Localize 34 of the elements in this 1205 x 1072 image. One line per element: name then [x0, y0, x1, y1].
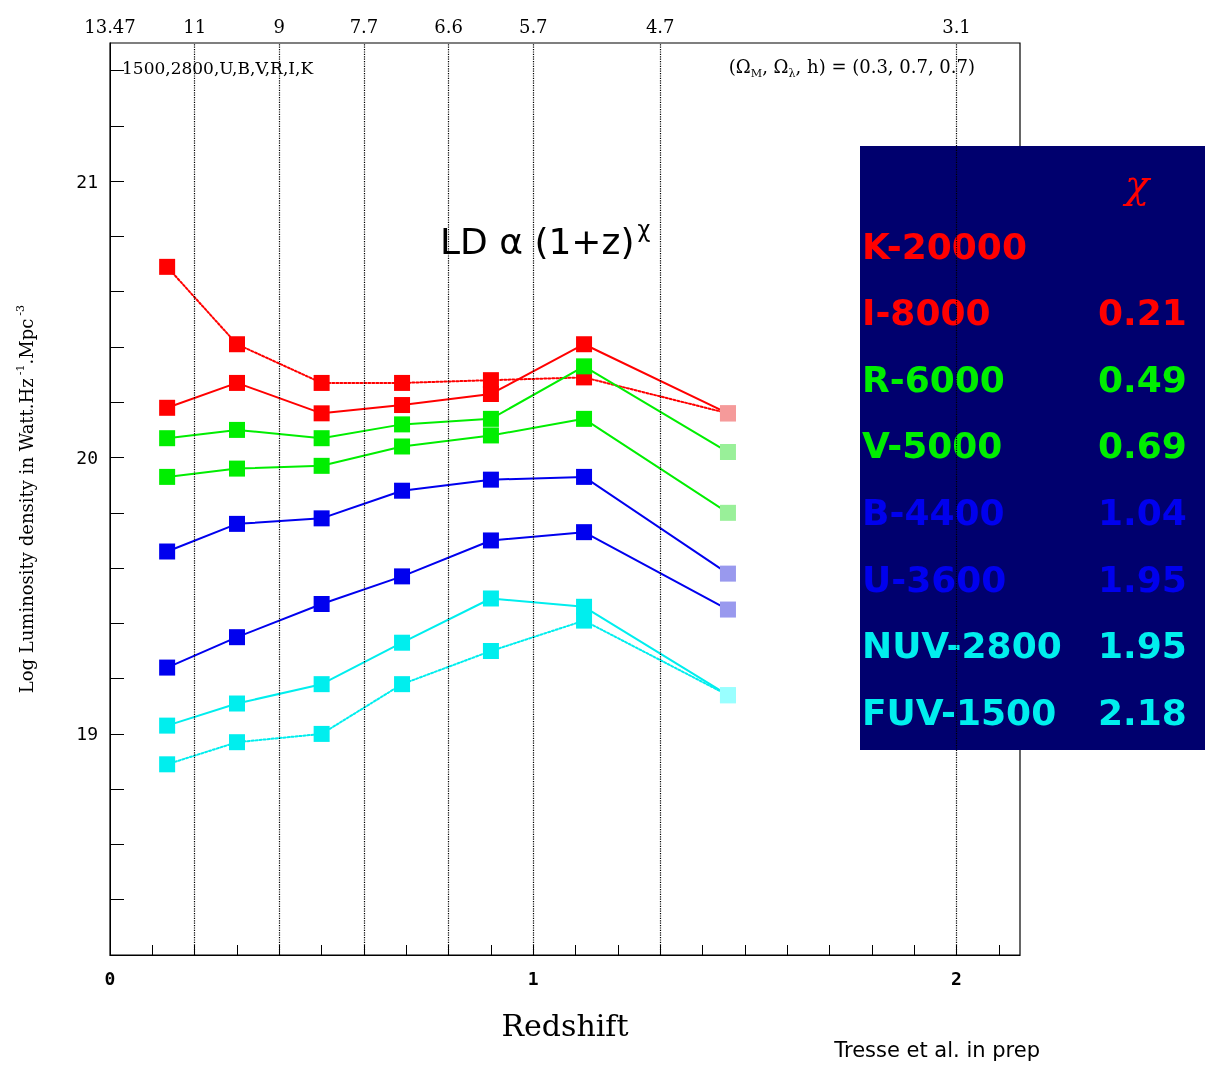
y-tick-label: 20	[76, 447, 98, 469]
y-tick-label: 21	[76, 170, 98, 192]
text: 11	[183, 15, 207, 37]
text: R-6000	[862, 358, 1005, 400]
text: 7.7	[349, 15, 379, 37]
text: 1.95	[1098, 625, 1187, 667]
text: 13.47	[84, 15, 136, 37]
x-tick-label: 1	[527, 967, 539, 989]
text: 6.6	[434, 15, 463, 37]
legend-title: χ	[1122, 161, 1152, 207]
text: 2.18	[1098, 691, 1187, 733]
text: 1.95	[1098, 558, 1187, 600]
text: V-5000	[862, 425, 1003, 467]
text: I-8000	[862, 292, 991, 334]
x-axis-title: Redshift	[501, 1007, 629, 1043]
text: 5.7	[518, 15, 548, 37]
text: 3.1	[942, 15, 971, 37]
text: 0.49	[1098, 358, 1187, 400]
x-tick-label: 0	[104, 967, 116, 989]
text: Tresse et al. in prep	[833, 1038, 1040, 1063]
text: FUV-1500	[862, 691, 1057, 733]
text: 9	[273, 15, 286, 37]
text: 0.69	[1098, 425, 1187, 467]
y-tick-label: 19	[76, 723, 98, 745]
y-axis-title: Log Luminosity density in Watt.Hz-1.Mpc-3	[13, 304, 37, 694]
text: NUV-2800	[862, 625, 1062, 667]
annotation: 1500,2800,U,B,V,R,I,K	[122, 58, 314, 79]
text: 1.04	[1098, 491, 1187, 533]
text: 4.7	[645, 15, 675, 37]
text: U-3600	[862, 558, 1007, 600]
text: 0.21	[1098, 292, 1187, 334]
text: B-4400	[862, 491, 1005, 533]
text: K-20000	[862, 225, 1027, 267]
x-tick-label: 2	[951, 967, 962, 989]
